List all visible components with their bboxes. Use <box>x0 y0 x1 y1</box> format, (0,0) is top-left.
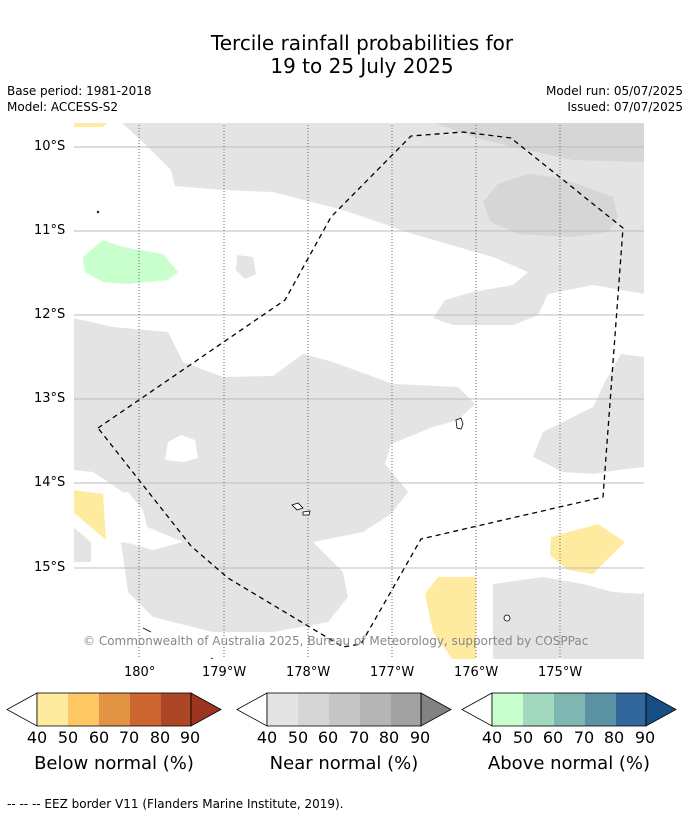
lon-label-176w: 176°W <box>454 665 499 680</box>
below-normal-west <box>73 490 106 540</box>
colorbar-near-segment <box>298 693 329 726</box>
colorbar-above-title: Above normal (%) <box>487 753 651 774</box>
islands <box>96 210 511 622</box>
map-title-line2: 19 to 25 July 2025 <box>270 54 454 78</box>
colorbar-above-segment <box>585 693 616 726</box>
colorbar-above-segment <box>492 693 523 726</box>
colorbar-near-tick: 90 <box>409 728 431 747</box>
white-holes <box>108 435 198 550</box>
base-period: Base period: 1981-2018 <box>7 84 152 98</box>
colorbar-below-tick: 80 <box>149 728 171 747</box>
colorbar-below <box>6 692 222 727</box>
island-west-b <box>302 510 311 516</box>
below-normal-southeast <box>550 524 625 574</box>
map-frame <box>73 122 645 660</box>
island-southeast <box>503 614 511 622</box>
lon-label-180: 180° <box>124 665 156 680</box>
near-normal-50-top <box>433 122 645 162</box>
colorbar-above-tick: 50 <box>512 728 534 747</box>
colorbar-near-segment <box>329 693 360 726</box>
colorbar-near-frame <box>266 692 422 727</box>
near-normal-50-east <box>483 174 618 237</box>
colorbar-above-segment <box>554 693 585 726</box>
near-normal-southeast <box>493 577 645 660</box>
colorbar-below-segment <box>68 693 99 726</box>
colorbar-above-tick: 90 <box>634 728 656 747</box>
map-title: Tercile rainfall probabilities for 19 to… <box>0 32 690 78</box>
colorbar-above-segment <box>523 693 554 726</box>
colorbar-near-tick: 40 <box>256 728 278 747</box>
eez-border <box>97 131 624 648</box>
colorbar-near-tick: 70 <box>348 728 370 747</box>
colorbar-near-segment <box>360 693 391 726</box>
colorbar-near-high-arrow <box>420 692 452 727</box>
colorbar-above-segment <box>616 693 646 726</box>
colorbar-above-tick: 70 <box>573 728 595 747</box>
below-normal-region <box>73 122 625 660</box>
colorbar-below-frame <box>36 692 192 727</box>
below-normal-top-sliver <box>73 122 108 127</box>
colorbar-below-low-arrow <box>6 692 38 727</box>
lat-label-13s: 13°S <box>34 391 66 406</box>
map-title-line1: Tercile rainfall probabilities for <box>210 31 514 55</box>
colorbar-below-tick: 50 <box>57 728 79 747</box>
near-normal-west-band <box>73 318 475 632</box>
island-north-dot <box>96 210 100 214</box>
hole-small <box>165 435 198 462</box>
near-normal-sw-patch <box>73 527 91 562</box>
hole-west <box>108 492 183 550</box>
lon-label-178w: 178°W <box>286 665 331 680</box>
colorbar-above-tick: 80 <box>603 728 625 747</box>
coast-fragment <box>142 627 152 633</box>
colorbar-above-tick: 40 <box>481 728 503 747</box>
colorbar-below-segment <box>161 693 191 726</box>
colorbar-above <box>461 692 677 727</box>
island-central <box>455 417 464 430</box>
colorbar-near-segment <box>391 693 421 726</box>
near-normal-small-isle <box>236 255 256 279</box>
colorbar-below-segment <box>99 693 130 726</box>
model-run: Model run: 05/07/2025 <box>545 84 683 98</box>
colorbar-near-segment <box>267 693 298 726</box>
colorbar-below-tick: 90 <box>179 728 201 747</box>
lat-label-15s: 15°S <box>34 560 66 575</box>
lon-label-175w: 175°W <box>538 665 583 680</box>
near-normal-top-band <box>121 122 645 325</box>
model-name: Model: ACCESS-S2 <box>7 100 119 114</box>
colorbar-near-tick: 80 <box>378 728 400 747</box>
lat-label-12s: 12°S <box>34 307 66 322</box>
colorbar-near-tick: 60 <box>317 728 339 747</box>
near-normal-east-band <box>533 354 645 474</box>
above-normal-patch <box>83 240 178 284</box>
colorbar-near-low-arrow <box>236 692 268 727</box>
lon-label-179w: 179°W <box>202 665 247 680</box>
probability-map <box>73 122 645 660</box>
colorbar-near-title: Near normal (%) <box>269 753 419 774</box>
colorbar-above-low-arrow <box>461 692 493 727</box>
near-normal-50-region <box>433 122 645 237</box>
near-normal-region <box>73 122 645 660</box>
colorbar-near <box>236 692 452 727</box>
colorbar-below-tick: 40 <box>26 728 48 747</box>
eez-footnote: -- -- -- EEZ border V11 (Flanders Marine… <box>7 797 344 811</box>
issued-date: Issued: 07/07/2025 <box>567 100 683 114</box>
below-normal-south <box>425 577 476 660</box>
lat-label-10s: 10°S <box>34 139 66 154</box>
colorbar-below-title: Below normal (%) <box>34 753 194 774</box>
colorbar-near-tick: 50 <box>287 728 309 747</box>
lat-label-11s: 11°S <box>34 223 66 238</box>
map-credit: © Commonwealth of Australia 2025, Bureau… <box>83 634 589 648</box>
colorbar-above-frame <box>491 692 647 727</box>
lat-gridlines <box>73 146 645 569</box>
lon-label-177w: 177°W <box>370 665 415 680</box>
colorbar-above-high-arrow <box>645 692 677 727</box>
colorbar-below-segment <box>37 693 68 726</box>
colorbar-below-high-arrow <box>190 692 222 727</box>
colorbar-below-tick: 70 <box>118 728 140 747</box>
colorbar-below-tick: 60 <box>88 728 110 747</box>
island-west-a <box>291 502 304 511</box>
lat-label-14s: 14°S <box>34 475 66 490</box>
colorbar-above-tick: 60 <box>542 728 564 747</box>
colorbar-below-segment <box>130 693 161 726</box>
